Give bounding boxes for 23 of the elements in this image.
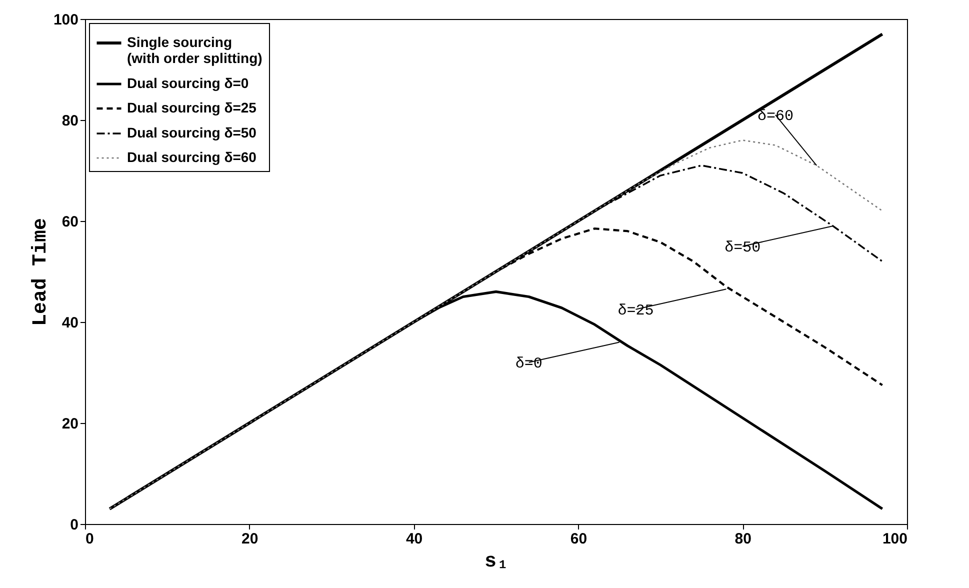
legend-label: Dual sourcing δ=60 <box>127 149 257 165</box>
y-tick-label: 40 <box>62 314 78 332</box>
x-tick-label: 0 <box>86 530 94 548</box>
y-tick-label: 100 <box>53 12 78 28</box>
y-tick-label: 60 <box>62 214 78 230</box>
annotation: δ=50 <box>724 239 761 256</box>
x-tick-label: 60 <box>570 530 588 548</box>
x-tick-label: 20 <box>242 530 258 548</box>
annotation: δ=60 <box>757 108 794 125</box>
x-tick-label: 40 <box>406 530 423 548</box>
annotation: δ=25 <box>618 302 654 320</box>
legend-label: Dual sourcing δ=50 <box>127 124 257 140</box>
annotation: δ=0 <box>515 355 542 372</box>
legend-label: Dual sourcing δ=25 <box>127 100 257 116</box>
legend-label: Dual sourcing δ=0 <box>127 75 249 91</box>
y-tick-label: 80 <box>62 112 78 130</box>
x-axis-title: s₁ <box>484 550 509 574</box>
legend-label: Single sourcing (with order splitting) <box>127 34 262 66</box>
y-tick-label: 20 <box>62 416 78 432</box>
x-tick-label: 80 <box>734 530 752 548</box>
y-axis-title: Lead Time <box>29 218 52 326</box>
y-tick-label: 0 <box>70 516 78 534</box>
x-tick-label: 100 <box>882 530 908 548</box>
